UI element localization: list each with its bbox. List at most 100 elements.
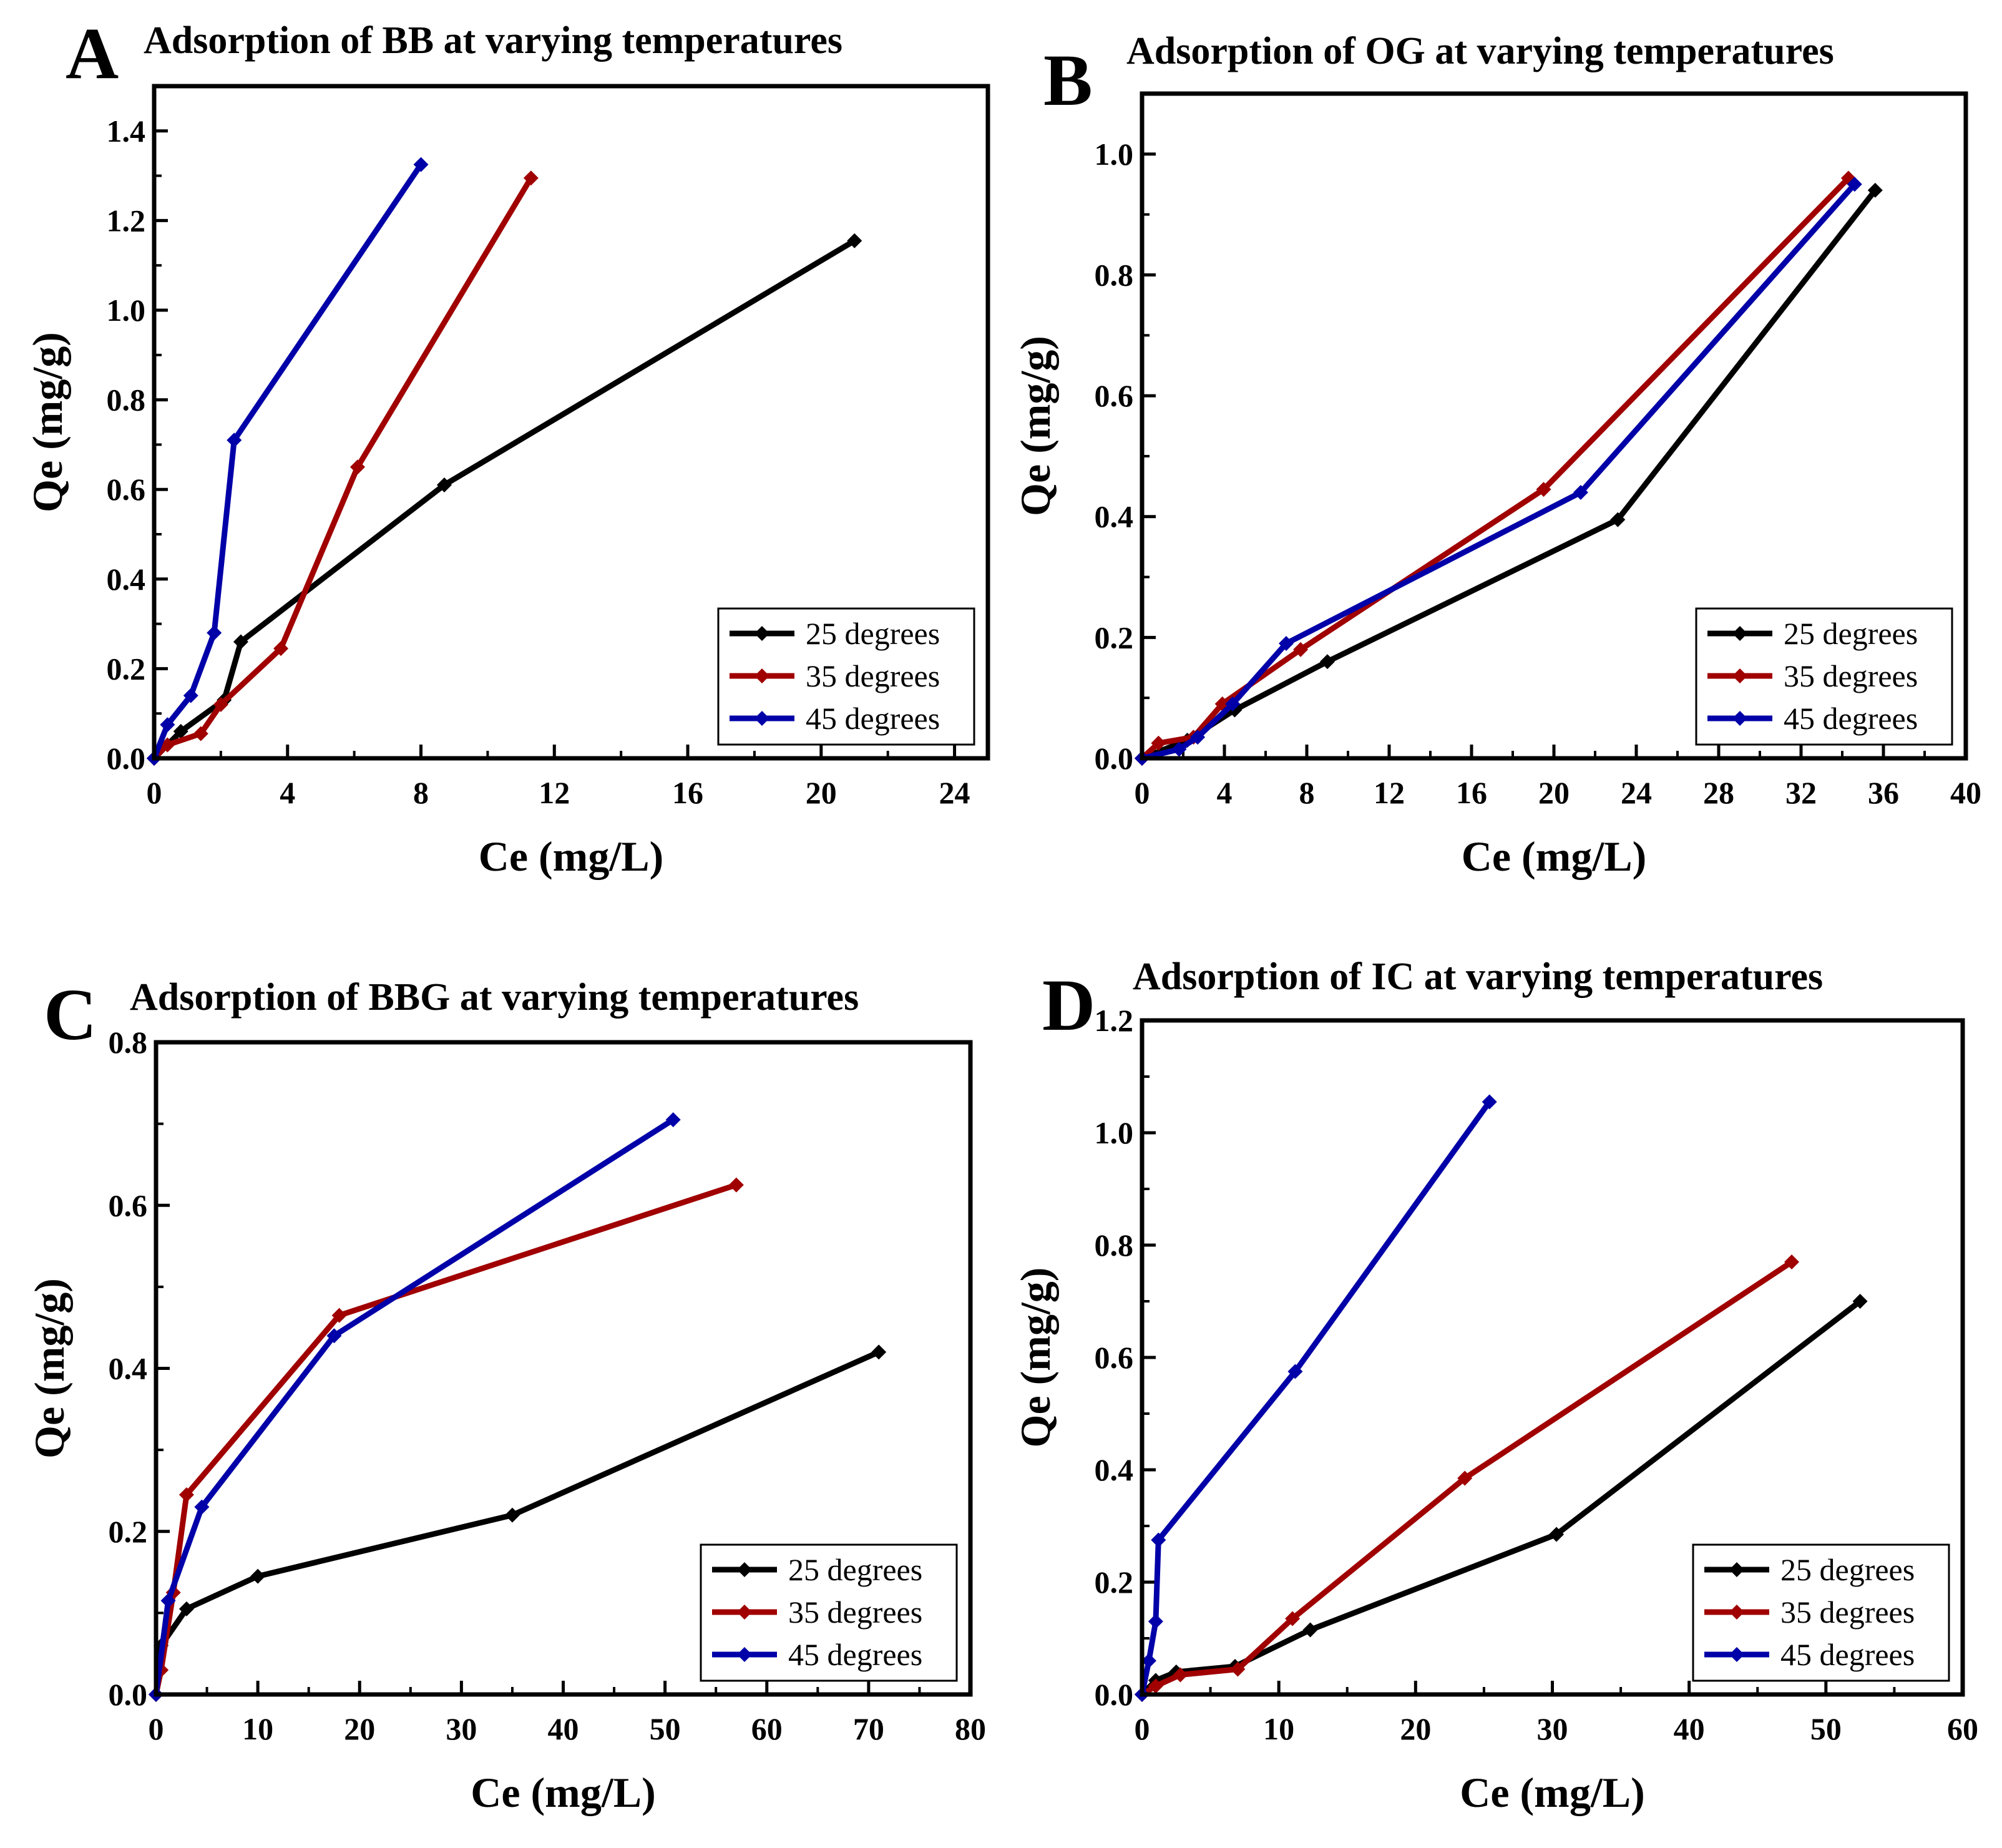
x-tick-label: 16 [672,775,703,810]
series-2 [149,1177,744,1702]
x-tick-label: 0 [149,1711,164,1746]
y-tick-label: 0.4 [1095,499,1134,534]
x-tick-label: 40 [1950,775,1981,810]
x-tick-label: 60 [1947,1711,1978,1746]
x-tick-label: 20 [1400,1711,1431,1746]
data-point [183,688,198,703]
data-point [871,1344,887,1360]
legend-marker [1729,1647,1744,1662]
legend-label: 25 degrees [788,1552,922,1587]
data-point [1457,1470,1473,1486]
panel-letter: A [66,12,119,94]
series-3 [147,157,429,766]
data-point [160,1593,176,1608]
data-point [178,1487,194,1502]
x-tick-label: 0 [1135,1711,1150,1746]
y-tick-label: 1.2 [1095,1003,1134,1038]
panel-letter: C [44,974,97,1055]
x-tick-label: 16 [1456,775,1487,810]
x-axis-label: Ce (mg/L) [479,833,663,880]
x-tick-label: 70 [853,1711,884,1746]
legend: 25 degrees 35 degrees 45 degrees [1695,607,1953,746]
x-tick-label: 36 [1868,775,1899,810]
data-point [1151,735,1166,751]
data-point [1867,182,1883,198]
data-point [273,641,289,657]
chart-title: Adsorption of OG at varying temperatures [1126,30,1834,72]
data-point [1141,1653,1156,1668]
x-tick-label: 24 [1621,775,1652,810]
data-point [1847,177,1862,192]
x-tick-label: 12 [539,775,570,810]
y-tick-label: 0.0 [109,1677,148,1712]
legend-marker [737,1562,752,1577]
legend-label: 35 degrees [806,658,940,693]
legend-label: 45 degrees [788,1637,922,1672]
y-tick-label: 0.8 [1095,257,1134,292]
legend-label: 45 degrees [1784,701,1918,736]
y-tick-label: 0.8 [107,383,146,418]
legend-label: 25 degrees [1780,1552,1915,1587]
data-point [194,1499,210,1515]
y-tick-label: 0.4 [109,1351,148,1386]
legend-marker [1732,668,1747,683]
data-point [1171,741,1187,757]
y-axis-label: Qe (mg/g) [1012,336,1059,516]
y-tick-label: 0.2 [109,1514,148,1549]
x-tick-label: 32 [1785,775,1817,810]
x-tick-label: 0 [147,775,162,810]
x-tick-label: 0 [1135,775,1150,810]
x-axis-label: Ce (mg/L) [1460,1769,1644,1816]
panel-letter: D [1042,964,1095,1046]
data-point [436,477,452,493]
series-line [1139,1100,1492,1695]
y-tick-label: 0.6 [1095,378,1134,413]
x-tick-label: 12 [1374,775,1405,810]
data-point [193,726,208,741]
data-point [1279,636,1294,652]
data-point [1151,1532,1166,1548]
x-axis-label: Ce (mg/L) [1462,833,1646,880]
chart-panel-c: C Adsorption of BBG at varying temperatur… [26,974,986,1816]
y-tick-label: 0.2 [1095,620,1134,655]
data-point [1549,1527,1565,1542]
legend-label: 45 degrees [806,701,940,736]
legend-label: 45 degrees [1780,1637,1915,1672]
chart-title: Adsorption of BB at varying temperatures [144,19,842,62]
series-2 [1135,1254,1800,1702]
data-point [1230,1661,1246,1677]
data-point [1148,1678,1163,1694]
y-tick-label: 0.2 [1095,1565,1134,1600]
series-2 [147,170,539,766]
plot-frame [154,1040,973,1697]
y-tick-label: 0.0 [1095,1677,1134,1712]
data-point [1320,654,1335,670]
x-tick-label: 50 [650,1711,681,1746]
data-point [233,634,248,650]
legend-label: 25 degrees [806,616,940,651]
legend-marker [1729,1605,1744,1620]
series-line [153,1117,675,1695]
legend-label: 25 degrees [1784,616,1918,651]
data-point [331,1308,347,1323]
x-axis-label: Ce (mg/L) [471,1769,655,1816]
x-tick-label: 80 [955,1711,986,1746]
data-point [326,1328,342,1344]
legend-marker [1732,626,1747,641]
legend-marker [754,668,769,683]
y-tick-label: 1.0 [1095,1115,1134,1150]
y-axis-label: Qe (mg/g) [26,1278,73,1459]
chart-panel-b: B Adsorption of OG at varying temperature… [1012,30,1981,880]
x-tick-label: 4 [1217,775,1233,810]
x-tick-label: 60 [751,1711,783,1746]
data-point [227,433,242,448]
legend: 25 degrees 35 degrees 45 degrees [1692,1543,1950,1682]
y-tick-label: 1.0 [107,293,146,328]
data-point [1573,485,1588,500]
data-point [213,697,228,712]
x-tick-label: 40 [548,1711,579,1746]
x-tick-label: 50 [1810,1711,1842,1746]
legend-marker [1729,1562,1744,1577]
x-tick-label: 30 [1537,1711,1568,1746]
